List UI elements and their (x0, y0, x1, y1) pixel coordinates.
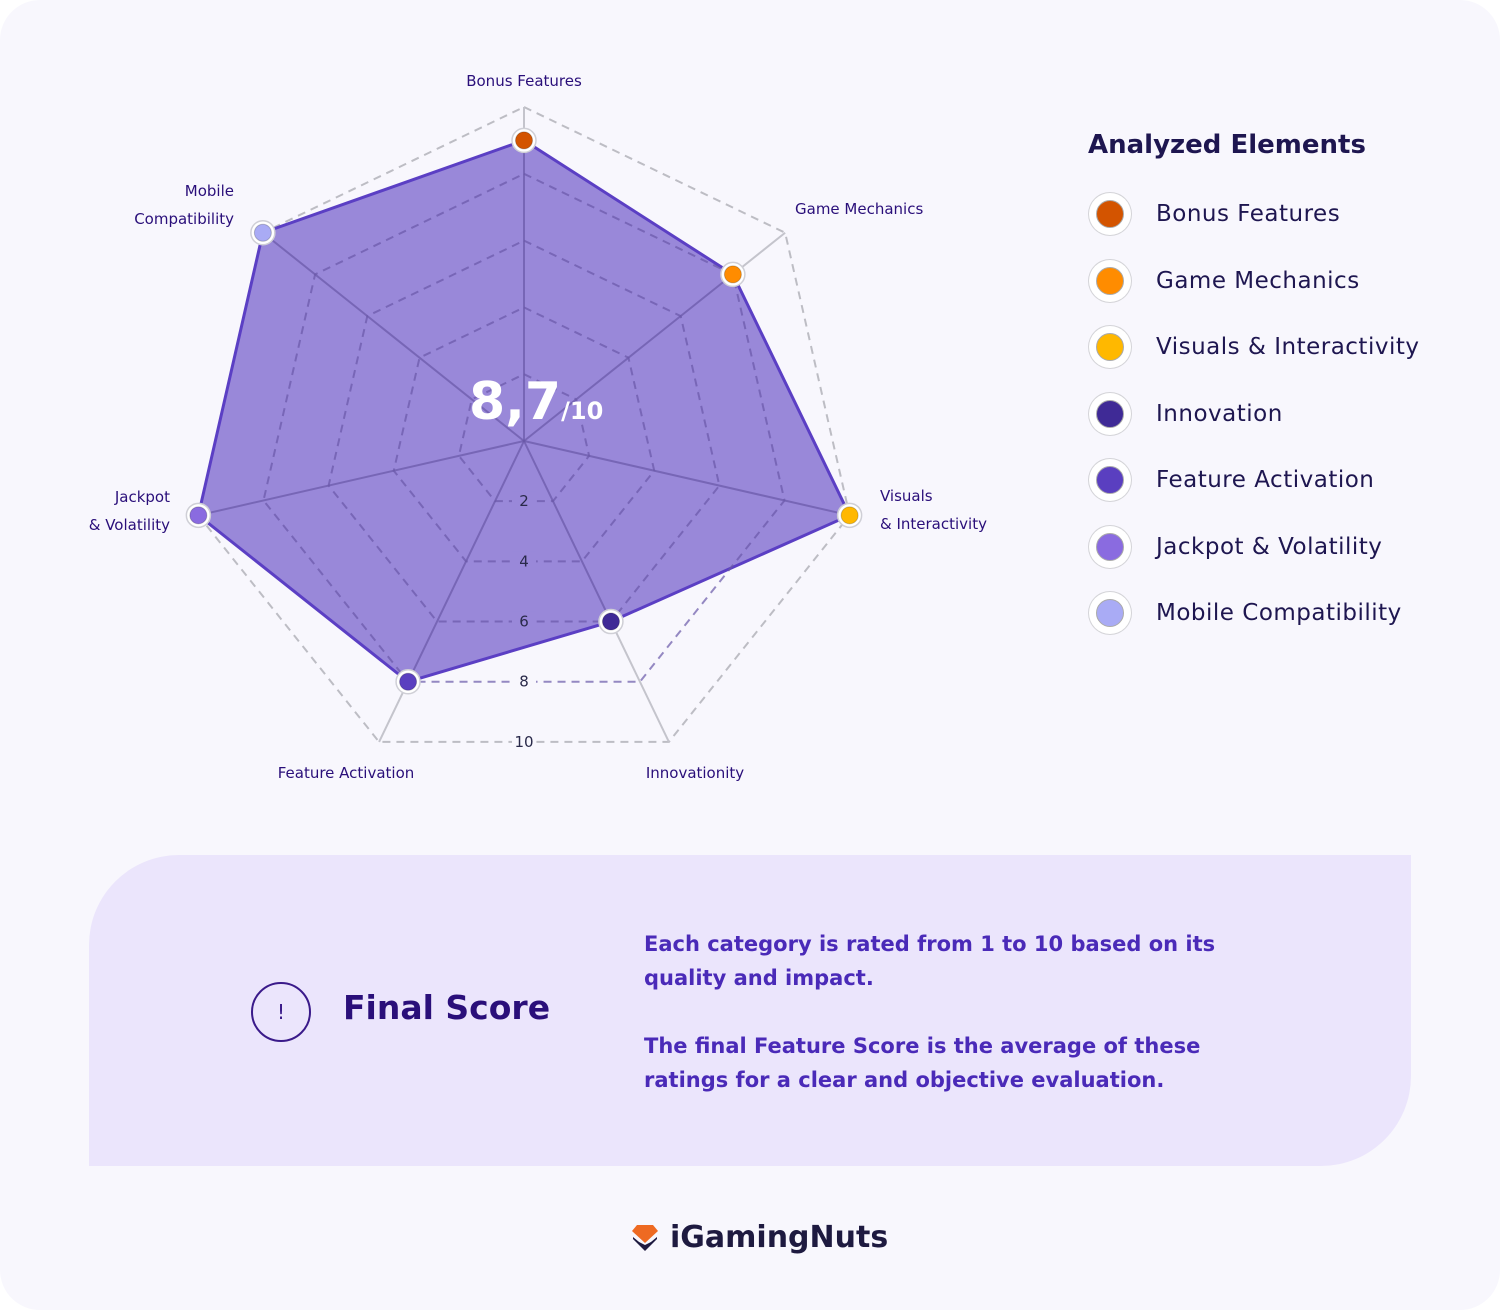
legend-item: Visuals & Interactivity (1088, 307, 1419, 388)
gem-icon (632, 1224, 658, 1251)
legend-dot (1096, 532, 1124, 561)
legend-item: Mobile Compatibility (1088, 573, 1419, 654)
legend-dot (1096, 266, 1124, 295)
ring-tick-label: 6 (519, 613, 529, 631)
grid-ring-8 (262, 172, 786, 683)
score-suffix: /10 (561, 397, 604, 425)
legend-label: Game Mechanics (1156, 267, 1360, 294)
score-value: 8,7 (469, 372, 562, 432)
legend-label: Jackpot & Volatility (1156, 533, 1383, 560)
legend: Analyzed Elements Bonus Features Game Mec… (1088, 130, 1419, 654)
ring-tick-label: 4 (519, 552, 529, 570)
legend-item: Feature Activation (1088, 440, 1419, 521)
axis-label: Compatibility (134, 210, 234, 228)
legend-label: Visuals & Interactivity (1156, 334, 1420, 361)
axis-label: Game Mechanics (795, 200, 923, 218)
data-point (515, 131, 533, 150)
grid-ring-4 (392, 306, 656, 563)
legend-dot (1096, 466, 1124, 495)
axis-label: & Volatility (89, 516, 170, 534)
legend-item: Bonus Features (1088, 174, 1419, 255)
info-paragraph: Each category is rated from 1 to 10 base… (644, 932, 1216, 990)
ring-label-bg (512, 551, 536, 572)
data-point (189, 506, 208, 525)
axis-label: Innovationity (646, 764, 744, 782)
info-title: Final Score (343, 988, 551, 1027)
info-text: Each category is rated from 1 to 10 base… (644, 927, 1244, 1131)
legend-item: Game Mechanics (1088, 241, 1419, 322)
legend-item: Innovation (1088, 374, 1419, 455)
ring-label-bg (512, 731, 536, 752)
data-point (253, 223, 272, 242)
axis-label: Bonus Features (466, 72, 582, 90)
info-panel: ! Final Score Each category is rated fro… (89, 855, 1411, 1166)
axis-label: Jackpot (114, 488, 170, 506)
axis-label: & Interactivity (880, 515, 987, 533)
legend-dot (1096, 200, 1124, 229)
ring-tick-label: 2 (519, 492, 529, 510)
grid-spoke-inner (407, 440, 525, 683)
info-paragraph: The final Feature Score is the average o… (644, 1034, 1201, 1092)
grid-spoke-inner (523, 273, 734, 442)
data-point (601, 612, 620, 631)
grid-spoke-inner (262, 231, 525, 442)
data-point (840, 506, 859, 525)
data-point (399, 672, 418, 691)
legend-label: Innovation (1156, 400, 1283, 427)
brand-name: iGamingNuts (670, 1220, 889, 1255)
radar-chart: 2 4 6 8 10 Bonus Features Game Mechanics Visual… (89, 72, 987, 782)
axis-label: Feature Activation (278, 764, 415, 782)
legend-title: Analyzed Elements (1088, 130, 1366, 160)
legend-dot (1096, 333, 1124, 362)
legend-item: Jackpot & Volatility (1088, 507, 1419, 588)
legend-dot (1096, 399, 1124, 428)
data-point (723, 265, 742, 284)
legend-label: Feature Activation (1156, 467, 1375, 494)
center-score: 8,7/10 (469, 372, 603, 432)
ring-label-bg (512, 671, 536, 692)
legend-label: Bonus Features (1156, 201, 1341, 228)
ring-label-bg (512, 611, 536, 632)
legend-dot (1096, 599, 1124, 628)
legend-label: Mobile Compatibility (1156, 600, 1402, 627)
ring-tick-label: 8 (519, 673, 529, 691)
grid-spoke-inner (523, 440, 850, 517)
axis-label: Visuals (880, 487, 933, 505)
ring-tick-label: 10 (514, 733, 533, 751)
axis-label: Mobile (185, 182, 234, 200)
ring-label-bg (512, 491, 536, 512)
grid-spoke-inner (198, 440, 525, 517)
info-icon: ! (251, 982, 311, 1042)
grid-spoke-inner (523, 440, 612, 622)
brand-logo: iGamingNuts (630, 1220, 888, 1255)
